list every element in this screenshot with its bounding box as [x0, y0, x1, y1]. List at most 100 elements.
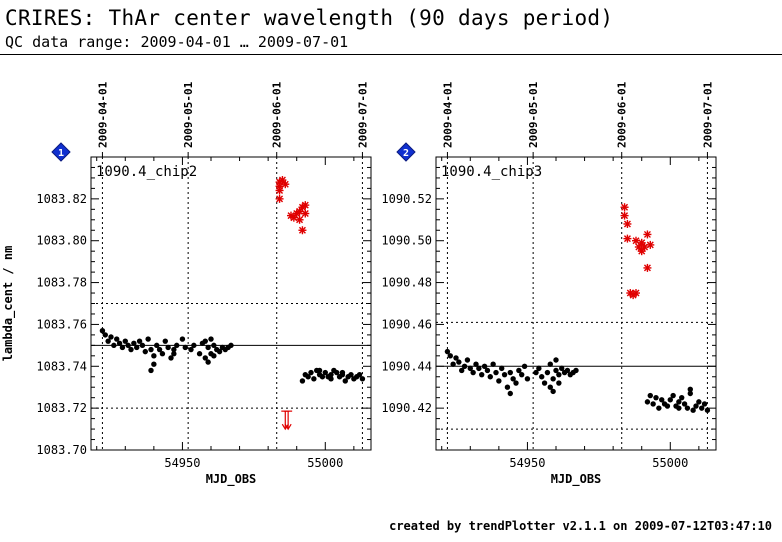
data-point [484, 367, 491, 374]
data-point [690, 407, 696, 413]
data-point [151, 353, 157, 359]
data-point [171, 346, 177, 353]
outlier-star-stroke [290, 214, 298, 222]
data-point [559, 365, 565, 372]
data-point [356, 371, 363, 378]
y-tick-label: 1090.46 [381, 317, 432, 331]
data-point [108, 334, 114, 340]
data-point [188, 346, 194, 353]
data-point [479, 371, 485, 378]
data-point-outlier [623, 219, 632, 228]
data-point-outlier [646, 240, 655, 249]
data-point [564, 367, 571, 374]
date-tick-label: 2009-04-01 [441, 81, 454, 148]
data-point [202, 338, 208, 344]
date-tick-label: 2009-05-01 [527, 81, 540, 148]
y-tick-label: 1090.42 [381, 401, 432, 415]
outlier-star-stroke [296, 207, 304, 215]
data-point [182, 344, 188, 351]
data-point [216, 348, 223, 355]
panel-number: 1 [58, 148, 64, 159]
date-tick-label: 2009-04-01 [96, 81, 109, 148]
data-point-outlier [637, 247, 646, 256]
y-axis-label: lambda_cent / nm [1, 246, 16, 362]
data-point [647, 392, 653, 399]
data-point-outlier [620, 203, 629, 212]
data-point [499, 365, 505, 372]
data-point-outlier [620, 211, 629, 220]
data-point [208, 336, 214, 342]
data-point [670, 392, 676, 399]
data-point [339, 369, 346, 376]
data-point [544, 369, 551, 376]
clipped-arrow-head [281, 423, 289, 431]
data-point [659, 397, 665, 403]
data-point [328, 376, 334, 382]
data-point [99, 328, 106, 334]
data-point [128, 346, 134, 353]
data-point [476, 365, 482, 372]
data-point [681, 401, 688, 407]
data-point [667, 397, 673, 403]
data-point-outlier [295, 215, 304, 224]
data-point [316, 367, 323, 374]
outlier-star-stroke [623, 235, 631, 243]
data-point [450, 361, 456, 367]
footer-credit: created by trendPlotter v2.1.1 on 2009-0… [389, 519, 772, 533]
data-point [111, 342, 117, 349]
outlier-star-stroke [298, 226, 306, 234]
outlier-star-stroke [632, 237, 640, 245]
data-point [644, 399, 651, 405]
data-point [125, 342, 131, 349]
outlier-star-stroke [635, 243, 643, 251]
data-point [211, 342, 217, 349]
data-point [664, 403, 671, 409]
date-tick-label: 2009-07-01 [356, 81, 369, 148]
outlier-star-stroke [638, 239, 646, 247]
data-point [521, 363, 528, 369]
data-point [196, 351, 203, 357]
data-point-outlier [278, 176, 287, 185]
data-point-outlier [634, 242, 643, 251]
panel-label: 1090.4_chip3 [441, 164, 542, 180]
data-point [679, 394, 685, 401]
chart-subtitle: QC data range: 2009-04-01 … 2009-07-01 [5, 33, 349, 51]
data-point-outlier [275, 194, 284, 203]
data-point [507, 369, 513, 376]
header-divider [0, 54, 782, 55]
data-point [165, 344, 171, 351]
outlier-star-stroke [643, 264, 651, 272]
data-point [487, 374, 493, 380]
outlier-star-stroke [621, 203, 629, 211]
clipped-arrow [284, 410, 293, 431]
data-point [481, 363, 488, 369]
data-point [119, 344, 126, 351]
data-point [550, 388, 556, 395]
data-point [228, 342, 234, 349]
data-point [142, 348, 148, 355]
data-point-outlier [637, 238, 646, 247]
outlier-star-stroke [278, 176, 286, 184]
data-point [322, 369, 328, 376]
data-point [676, 399, 682, 405]
data-point [114, 336, 120, 342]
data-point [556, 371, 562, 378]
outlier-star-stroke [646, 241, 654, 249]
y-tick-label: 1083.72 [36, 401, 87, 415]
data-point-outlier [623, 234, 632, 243]
outlier-star-stroke [301, 201, 309, 209]
data-point [116, 340, 123, 346]
data-point [348, 371, 354, 378]
y-tick-label: 1090.50 [381, 234, 432, 248]
y-tick-label: 1083.80 [36, 234, 87, 248]
outlier-star-stroke [301, 210, 309, 218]
data-point [550, 376, 556, 382]
data-point [533, 369, 539, 376]
data-point [699, 405, 705, 411]
data-point-outlier [632, 289, 640, 298]
outlier-star-stroke [621, 212, 629, 220]
data-point [510, 376, 516, 382]
data-point [179, 336, 186, 342]
data-point [162, 338, 168, 344]
data-point [461, 363, 468, 369]
